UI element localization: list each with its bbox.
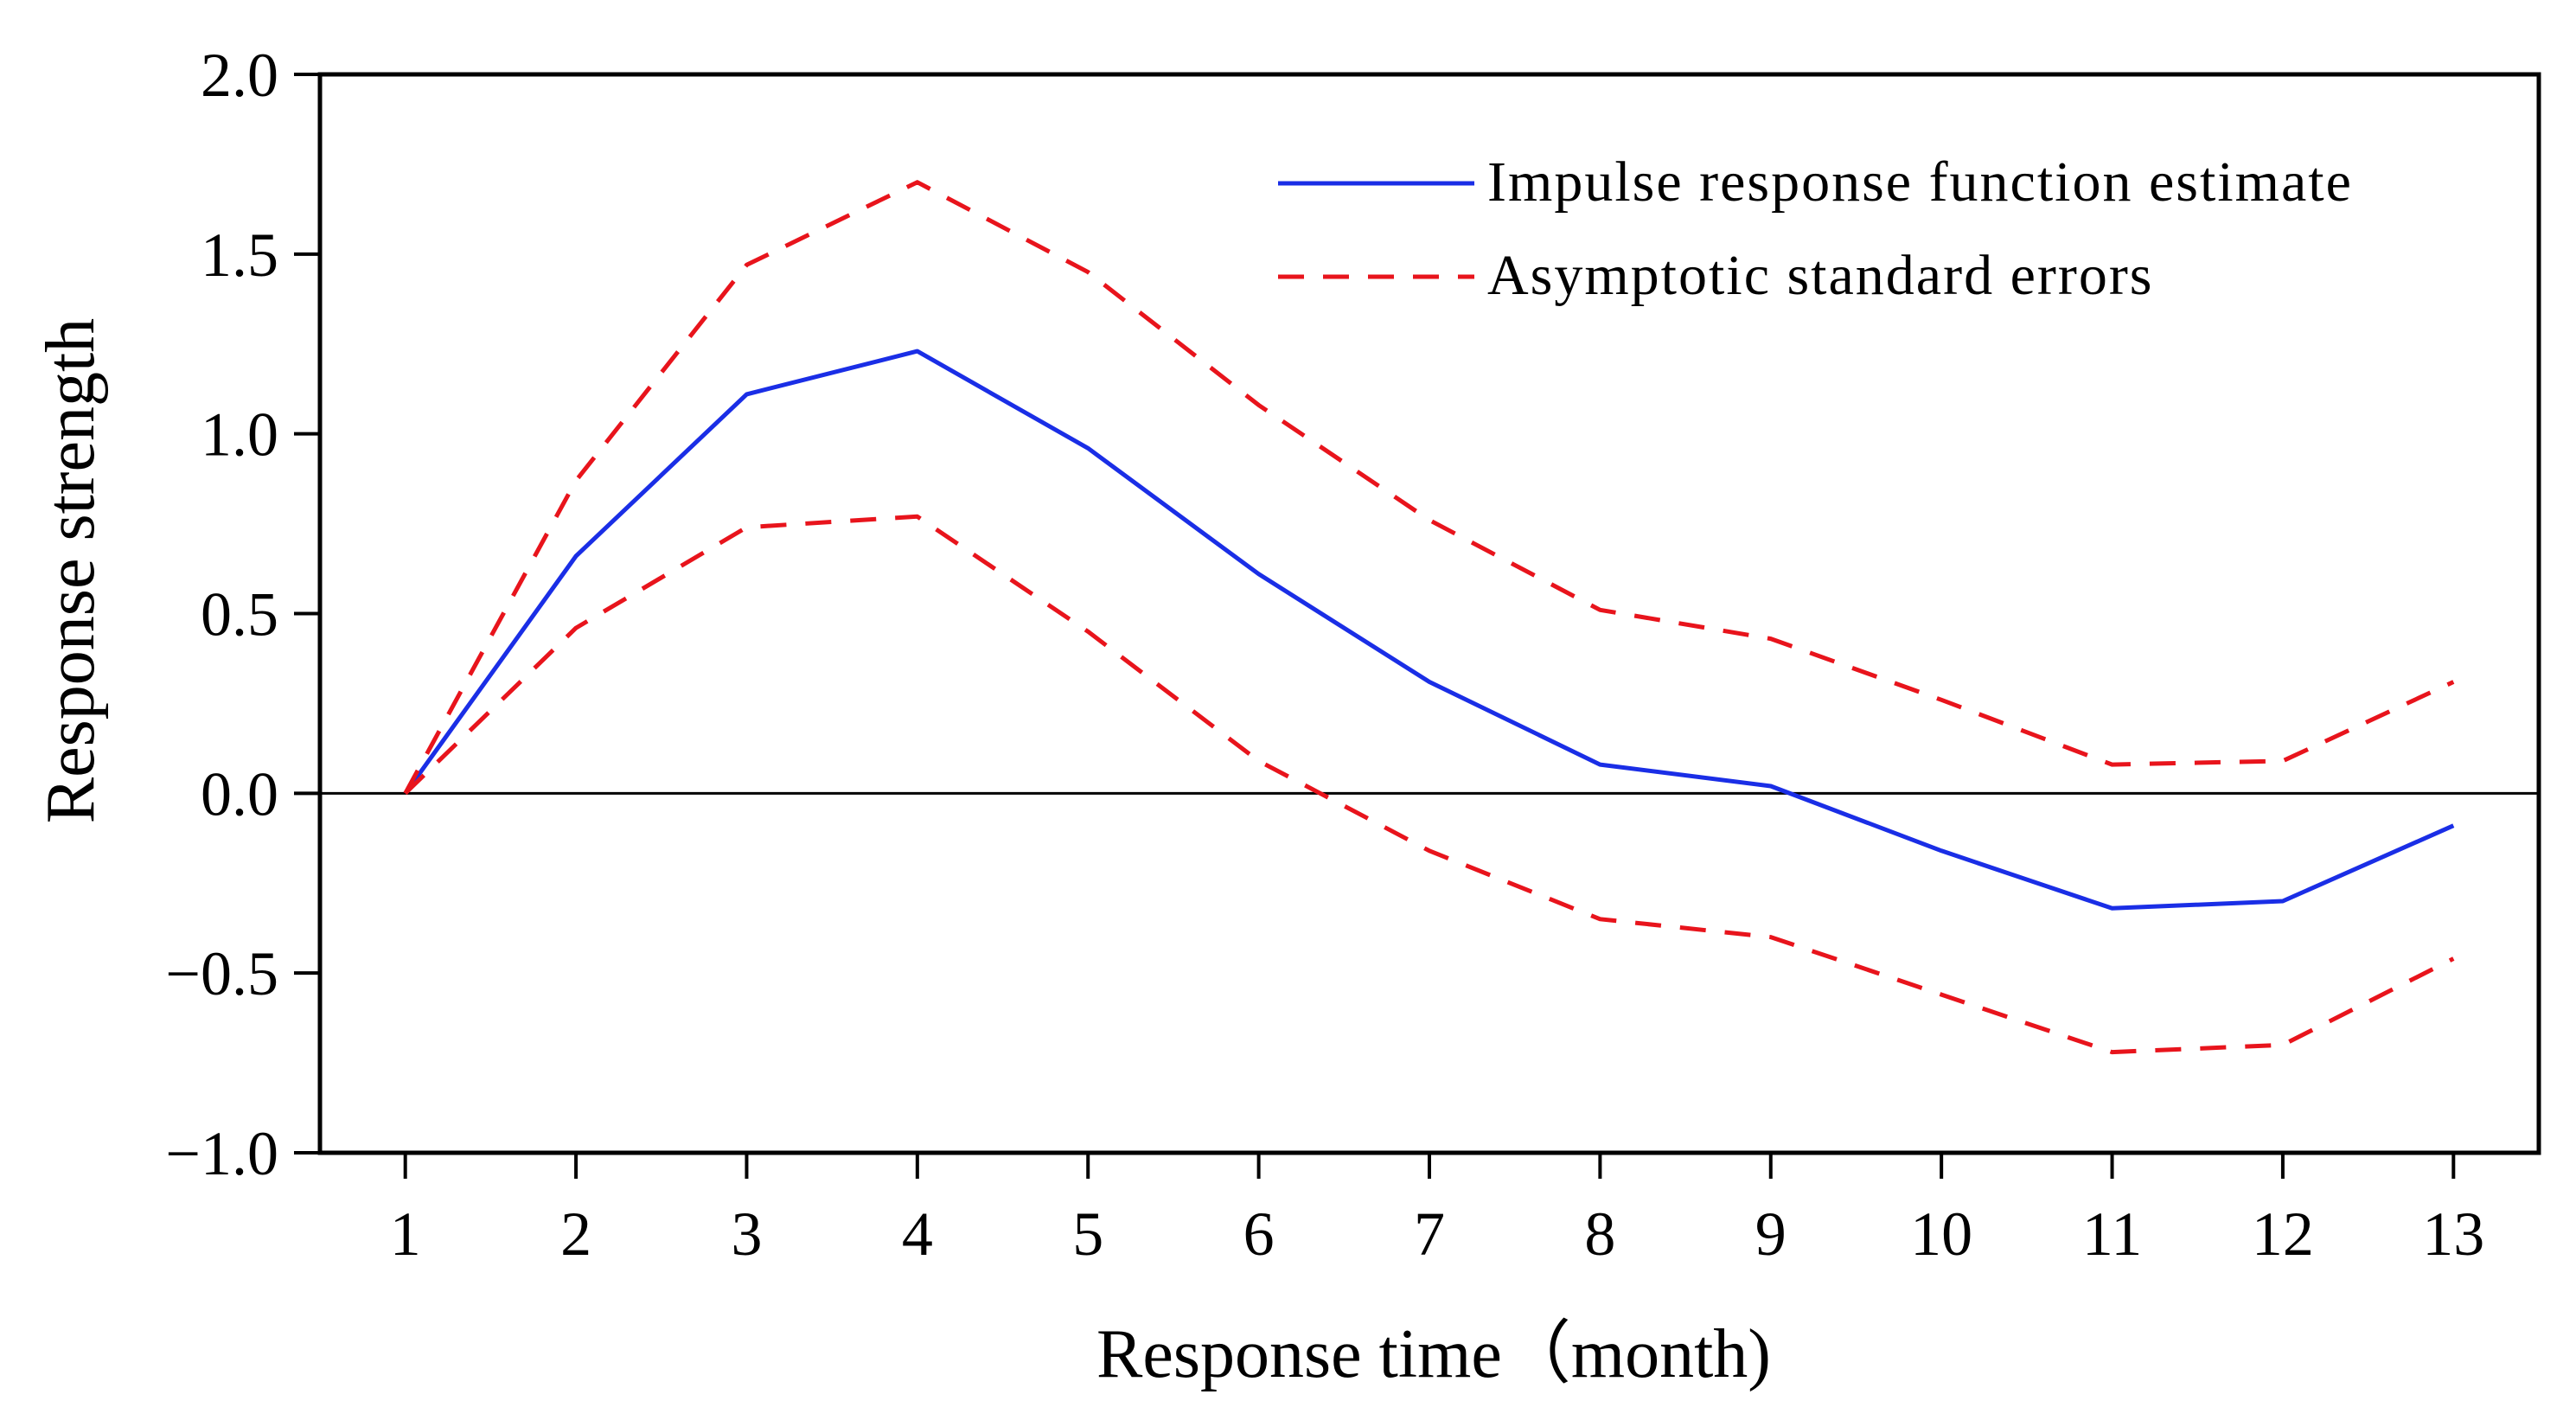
y-tick-label: −1.0: [165, 1119, 278, 1188]
series-group: [403, 180, 2455, 1055]
x-axis-group: 1 2 3 4 5 6 7 8 9 10 11 12 13: [390, 1153, 2484, 1269]
x-axis-title: Response time（month): [1096, 1316, 1771, 1392]
x-tick-label: 8: [1584, 1199, 1615, 1269]
y-tick-label: 1.5: [201, 221, 278, 290]
x-tick-label: 13: [2422, 1199, 2484, 1269]
plot-frame-group: [317, 72, 2541, 1155]
series-line-2: [403, 514, 2455, 1055]
legend: Impulse response function estimate Asymp…: [1278, 150, 2353, 307]
y-tick-label: 0.5: [201, 580, 278, 649]
series-line-1: [403, 180, 2455, 795]
legend-label-standard-errors: Asymptotic standard errors: [1487, 244, 2154, 307]
y-tick-label: 2.0: [201, 41, 278, 110]
y-tick-label: 0.0: [201, 759, 278, 828]
series-line-0: [403, 349, 2455, 911]
x-tick-label: 10: [1910, 1199, 1972, 1269]
y-axis-title: Response strength: [33, 318, 109, 823]
y-axis-group: 2.0 1.5 1.0 0.5 0.0 −0.5 −1.0: [165, 41, 320, 1188]
x-tick-label: 4: [902, 1199, 933, 1269]
x-tick-label: 6: [1243, 1199, 1275, 1269]
plot-frame: [317, 72, 2541, 1155]
x-tick-label: 2: [560, 1199, 591, 1269]
y-tick-label: −0.5: [165, 939, 278, 1008]
x-tick-label: 9: [1755, 1199, 1787, 1269]
x-tick-label: 11: [2082, 1199, 2142, 1269]
x-tick-label: 7: [1414, 1199, 1445, 1269]
legend-label-irf: Impulse response function estimate: [1487, 150, 2353, 214]
y-tick-label: 1.0: [201, 400, 278, 470]
x-tick-label: 3: [731, 1199, 762, 1269]
x-tick-label: 12: [2252, 1199, 2314, 1269]
x-tick-label: 1: [390, 1199, 421, 1269]
x-tick-label: 5: [1072, 1199, 1103, 1269]
